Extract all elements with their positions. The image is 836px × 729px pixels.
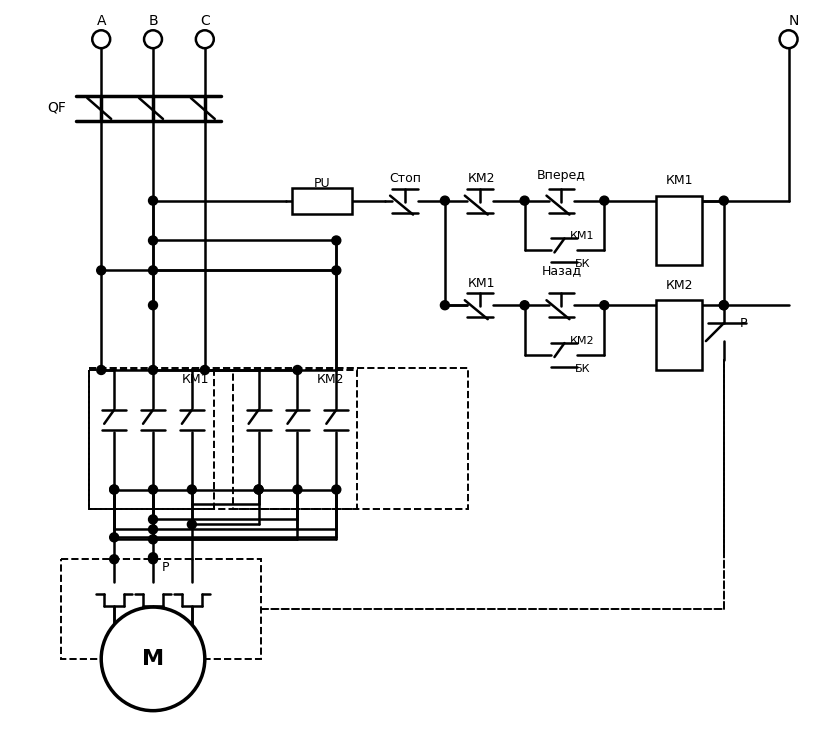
Circle shape (149, 485, 157, 494)
Text: БК: БК (574, 364, 590, 374)
Circle shape (599, 196, 609, 205)
Text: PU: PU (314, 177, 331, 190)
Text: БК: БК (574, 260, 590, 270)
Circle shape (149, 236, 157, 245)
Circle shape (332, 266, 341, 275)
Text: C: C (200, 15, 210, 28)
Circle shape (719, 301, 728, 310)
Circle shape (149, 555, 157, 564)
Text: КМ2: КМ2 (317, 373, 344, 386)
Text: КМ1: КМ1 (570, 232, 594, 241)
Text: КМ2: КМ2 (468, 172, 496, 185)
Text: КМ1: КМ1 (182, 373, 210, 386)
Text: М: М (142, 649, 164, 669)
Circle shape (92, 31, 110, 48)
Circle shape (110, 485, 119, 494)
Text: QF: QF (47, 101, 66, 115)
Circle shape (187, 485, 196, 494)
Circle shape (780, 31, 798, 48)
Circle shape (97, 266, 105, 275)
Circle shape (110, 555, 119, 564)
Circle shape (254, 485, 263, 494)
Bar (89, 368, 468, 510)
Text: Вперед: Вперед (537, 169, 586, 182)
Text: A: A (96, 15, 106, 28)
Text: Р: Р (740, 316, 747, 330)
Circle shape (149, 196, 157, 205)
Circle shape (110, 533, 119, 542)
Circle shape (254, 485, 263, 494)
Circle shape (149, 301, 157, 310)
Circle shape (332, 485, 341, 494)
Text: КМ1: КМ1 (468, 277, 496, 290)
Circle shape (149, 535, 157, 544)
Circle shape (149, 365, 157, 375)
Circle shape (149, 266, 157, 275)
Circle shape (149, 553, 157, 562)
Bar (656, 300, 702, 370)
Bar (656, 195, 702, 265)
Text: Стоп: Стоп (389, 172, 421, 185)
Text: КМ1: КМ1 (665, 174, 693, 187)
Text: КМ2: КМ2 (570, 336, 594, 346)
Bar (89, 370, 214, 510)
Circle shape (520, 196, 529, 205)
Bar (61, 559, 261, 659)
Circle shape (201, 365, 209, 375)
Circle shape (332, 236, 341, 245)
Circle shape (520, 301, 529, 310)
Bar (232, 370, 357, 510)
Text: N: N (788, 15, 798, 28)
Text: B: B (148, 15, 158, 28)
Circle shape (719, 196, 728, 205)
Circle shape (441, 196, 450, 205)
Circle shape (293, 365, 302, 375)
Text: Назад: Назад (542, 264, 582, 277)
Circle shape (441, 301, 450, 310)
Circle shape (599, 301, 609, 310)
Circle shape (149, 515, 157, 524)
Circle shape (97, 365, 105, 375)
Circle shape (293, 485, 302, 494)
Circle shape (144, 31, 162, 48)
Circle shape (196, 31, 214, 48)
Circle shape (110, 485, 119, 494)
Circle shape (149, 525, 157, 534)
Circle shape (719, 301, 728, 310)
Circle shape (101, 607, 205, 711)
Text: КМ2: КМ2 (665, 278, 693, 292)
Circle shape (187, 520, 196, 529)
Text: Р: Р (162, 561, 170, 574)
Bar (293, 187, 352, 214)
